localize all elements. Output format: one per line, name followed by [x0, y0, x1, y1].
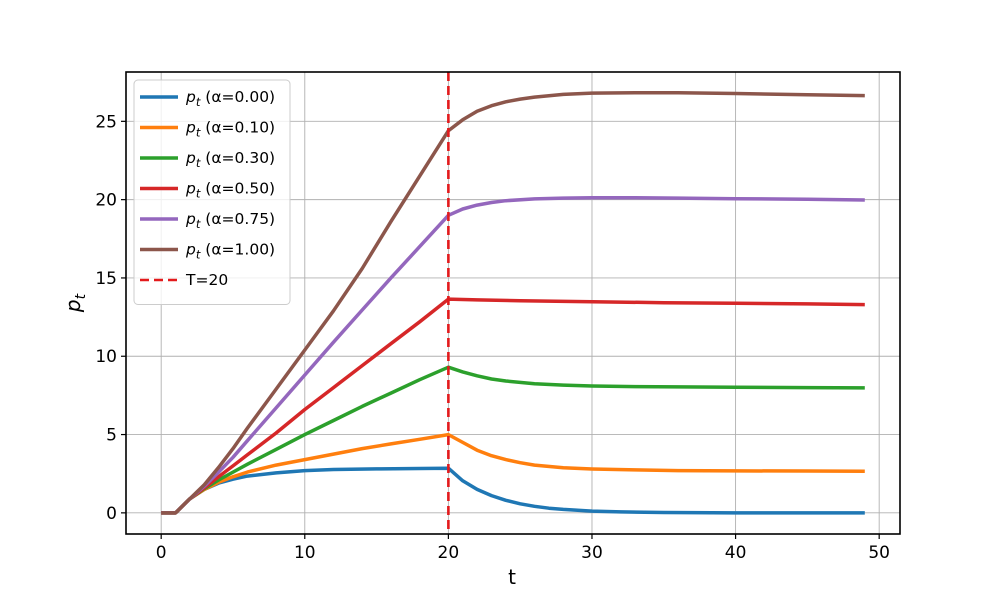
y-tick-label: 5 [106, 426, 117, 446]
legend-label: pt (α=0.00) [185, 88, 275, 109]
x-tick-label: 20 [438, 543, 460, 563]
legend-label: pt (α=0.30) [185, 149, 275, 170]
legend-label-base: p [185, 180, 196, 198]
legend-label-sub: t [196, 187, 201, 201]
legend-label: pt (α=1.00) [185, 241, 275, 262]
legend-label-base: p [185, 119, 196, 137]
legend-label: pt (α=0.75) [185, 210, 275, 231]
axis-ticks: 0 10 20 30 40 50 0 5 10 15 20 25 [95, 112, 890, 563]
series-line-2 [161, 365, 865, 515]
legend-label-sub: t [196, 126, 201, 140]
legend-label-rest: (α=0.75) [200, 210, 275, 228]
y-tick-label: 0 [106, 504, 117, 524]
legend-label-base: p [185, 149, 196, 167]
legend-label: pt (α=0.10) [185, 119, 275, 140]
x-tick-label: 10 [294, 543, 316, 563]
x-tick-label: 50 [868, 543, 890, 563]
y-tick-label: 15 [95, 269, 117, 289]
y-tick-label: 10 [95, 347, 117, 367]
legend: pt (α=0.00)pt (α=0.10)pt (α=0.30)pt (α=0… [133, 79, 291, 305]
plot-frame [125, 71, 901, 535]
x-tick-label: 40 [725, 543, 747, 563]
legend-label-base: p [185, 241, 196, 259]
series-line-1 [161, 432, 865, 515]
legend-label-rest: (α=1.00) [200, 241, 275, 259]
legend-label-sub: t [196, 217, 201, 231]
legend-label-sub: t [196, 95, 201, 109]
legend-label-rest: (α=0.30) [200, 149, 275, 167]
legend-label-sub: t [196, 156, 201, 170]
legend-label-base: p [185, 210, 196, 228]
series-line-0 [161, 466, 865, 515]
x-axis-label: t [508, 565, 516, 589]
series-line-3 [161, 297, 865, 515]
legend-label-base: p [185, 88, 196, 106]
legend-label-sub: t [196, 248, 201, 262]
legend-label: T=20 [185, 271, 228, 289]
y-axis-label-sub: t [73, 293, 89, 299]
legend-label-rest: (α=0.10) [200, 119, 275, 137]
y-tick-label: 25 [95, 112, 117, 132]
y-axis-label: pt [61, 293, 89, 313]
series-line-4 [161, 196, 865, 515]
y-axis-label-base: p [61, 299, 85, 313]
x-tick-label: 30 [581, 543, 603, 563]
legend-label-rest: (α=0.50) [200, 180, 275, 198]
legend-label-rest: (α=0.00) [200, 88, 275, 106]
x-tick-label: 0 [156, 543, 167, 563]
y-tick-label: 20 [95, 191, 117, 211]
legend-label: pt (α=0.50) [185, 180, 275, 201]
